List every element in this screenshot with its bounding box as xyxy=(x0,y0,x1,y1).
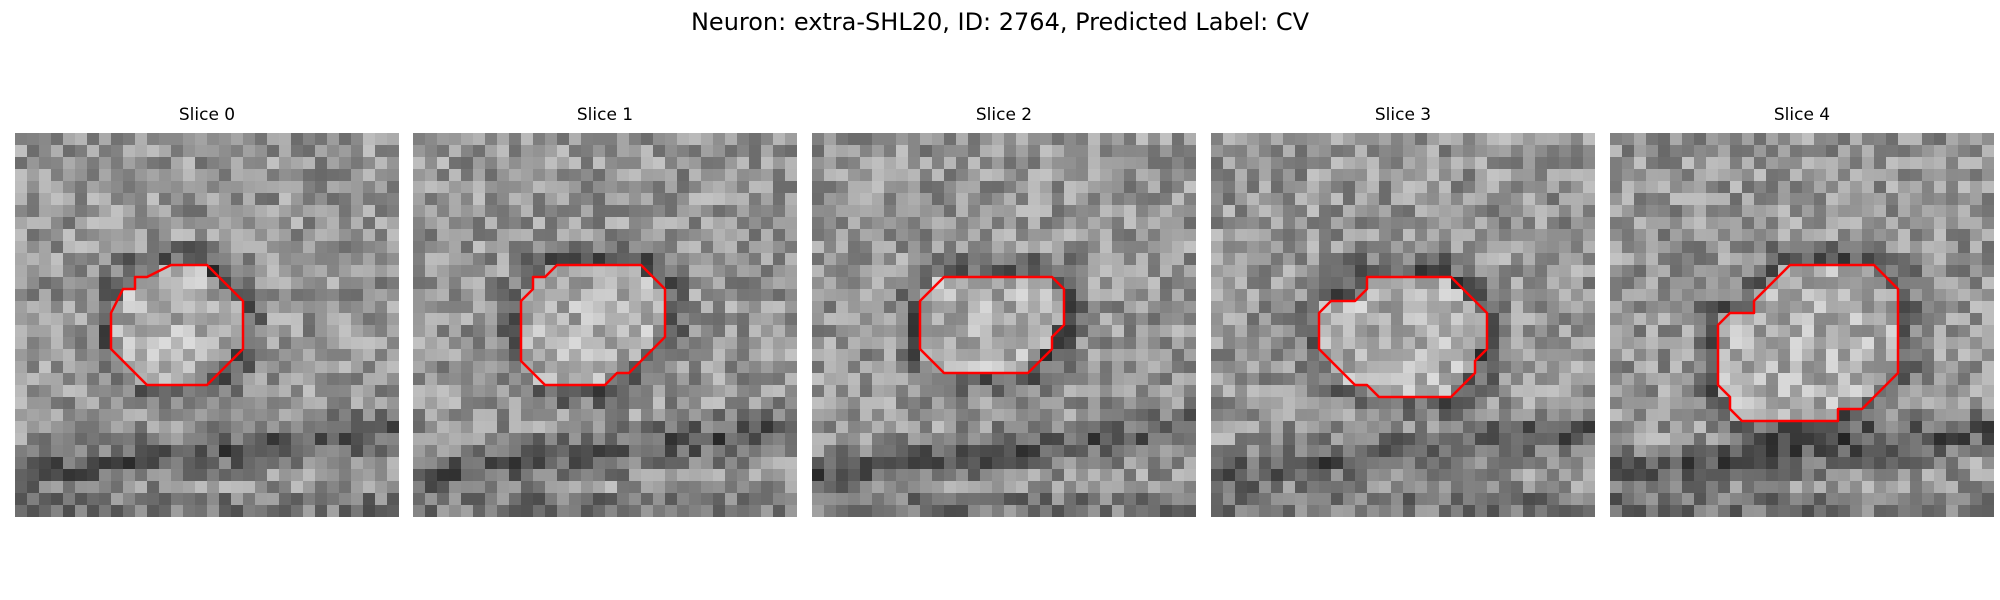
slice-image xyxy=(15,133,399,517)
predicted-contour xyxy=(109,263,245,387)
slice-title: Slice 4 xyxy=(1773,105,1831,125)
slice-image xyxy=(1211,133,1595,517)
slice-image xyxy=(812,133,1196,517)
slice-title: Slice 1 xyxy=(576,105,634,125)
slice-image xyxy=(413,133,797,517)
predicted-contour xyxy=(1716,263,1900,423)
predicted-contour xyxy=(1317,275,1489,399)
slice-title: Slice 3 xyxy=(1374,105,1432,125)
predicted-contour xyxy=(918,275,1066,375)
slice-title: Slice 2 xyxy=(975,105,1033,125)
figure-title: Neuron: extra-SHL20, ID: 2764, Predicted… xyxy=(690,8,1310,36)
predicted-contour xyxy=(519,263,667,387)
slice-image xyxy=(1610,133,1994,517)
slice-title: Slice 0 xyxy=(178,105,236,125)
